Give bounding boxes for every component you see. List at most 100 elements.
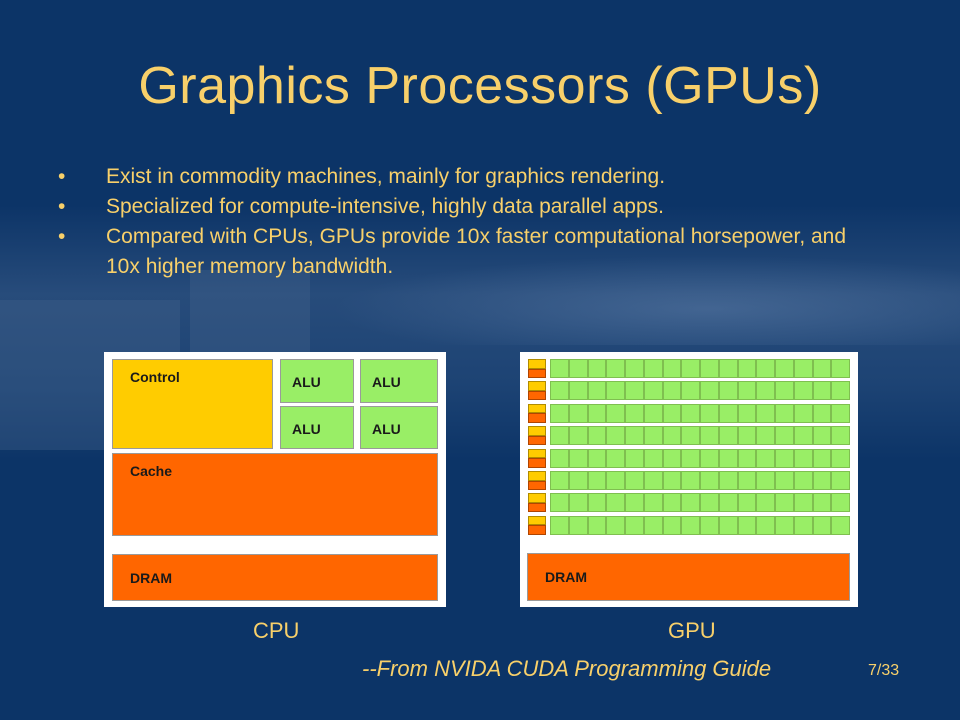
- gpu-alu-cell: [550, 448, 569, 468]
- cpu-caption: CPU: [253, 618, 300, 643]
- gpu-alu-cell: [793, 515, 813, 535]
- gpu-alu-cell: [643, 426, 663, 446]
- gpu-alu-cell: [793, 359, 813, 378]
- gpu-alu-cell: [662, 359, 682, 378]
- gpu-alu-cell: [643, 515, 663, 535]
- gpu-alu-cell: [775, 381, 794, 401]
- gpu-alu-cell: [700, 426, 719, 446]
- gpu-alu-cell: [681, 359, 700, 378]
- gpu-cache-block: [528, 480, 546, 490]
- gpu-alu-cell: [756, 403, 775, 423]
- gpu-alu-cell: [718, 471, 738, 490]
- gpu-alu-cell: [625, 359, 644, 378]
- gpu-alu-cell: [643, 403, 663, 423]
- gpu-alu-cell: [812, 359, 832, 378]
- gpu-alu-cell: [606, 493, 625, 513]
- bullet-text: Compared with CPUs, GPUs provide 10x fas…: [106, 225, 847, 278]
- bullet-item: • Specialized for compute-intensive, hig…: [58, 192, 878, 222]
- cpu-alu-block: ALU: [360, 359, 438, 403]
- gpu-alu-cell: [606, 471, 625, 490]
- gpu-alu-cell: [718, 403, 738, 423]
- gpu-alu-cell: [775, 448, 794, 468]
- gpu-alu-cell: [643, 381, 663, 401]
- gpu-alu-cell: [737, 426, 757, 446]
- gpu-alu-cell: [700, 403, 719, 423]
- bullet-text: Exist in commodity machines, mainly for …: [106, 165, 666, 188]
- gpu-alu-cell: [793, 448, 813, 468]
- gpu-alu-cell: [681, 381, 700, 401]
- gpu-alu-cell: [587, 493, 607, 513]
- gpu-alu-cell: [700, 471, 719, 490]
- gpu-cache-block: [528, 413, 546, 423]
- gpu-alu-cell: [643, 471, 663, 490]
- gpu-alu-cell: [718, 359, 738, 378]
- cpu-dram-block: DRAM: [112, 554, 438, 601]
- gpu-alu-cell: [793, 381, 813, 401]
- gpu-alu-cell: [775, 426, 794, 446]
- gpu-alu-cell: [662, 493, 682, 513]
- gpu-alu-cell: [568, 448, 588, 468]
- gpu-alu-cell: [812, 493, 832, 513]
- cpu-alu-block: ALU: [280, 359, 354, 403]
- bullet-list: • Exist in commodity machines, mainly fo…: [58, 162, 878, 282]
- gpu-alu-cell: [550, 426, 569, 446]
- cpu-cache-label: Cache: [130, 463, 173, 479]
- gpu-alu-cell: [812, 515, 832, 535]
- gpu-alu-cell: [775, 403, 794, 423]
- gpu-alu-cell: [550, 403, 569, 423]
- gpu-alu-cell: [700, 381, 719, 401]
- gpu-alu-cell: [625, 515, 644, 535]
- cpu-diagram: Control ALU ALU ALU ALU Cache DRAM: [104, 352, 446, 607]
- gpu-alu-cell: [568, 471, 588, 490]
- gpu-alu-cell: [681, 448, 700, 468]
- gpu-control-block: [528, 515, 546, 526]
- gpu-alu-cell: [812, 381, 832, 401]
- gpu-alu-cell: [756, 381, 775, 401]
- gpu-alu-cell: [587, 403, 607, 423]
- page-number: 7/33: [868, 662, 900, 679]
- gpu-alu-cell: [662, 448, 682, 468]
- gpu-alu-cell: [662, 381, 682, 401]
- gpu-alu-cell: [550, 493, 569, 513]
- gpu-cache-block: [528, 435, 546, 446]
- gpu-control-block: [528, 493, 546, 503]
- gpu-alu-cell: [700, 359, 719, 378]
- gpu-alu-cell: [737, 493, 757, 513]
- gpu-alu-cell: [587, 359, 607, 378]
- gpu-alu-cell: [718, 493, 738, 513]
- gpu-control-block: [528, 359, 546, 369]
- gpu-cache-block: [528, 458, 546, 468]
- cpu-cache-block: Cache: [112, 453, 438, 536]
- gpu-alu-cell: [587, 381, 607, 401]
- gpu-alu-cell: [681, 426, 700, 446]
- gpu-alu-cell: [793, 471, 813, 490]
- gpu-alu-cell: [662, 403, 682, 423]
- gpu-alu-cell: [718, 448, 738, 468]
- gpu-alu-cell: [812, 448, 832, 468]
- bullet-item: • Compared with CPUs, GPUs provide 10x f…: [58, 222, 878, 282]
- gpu-alu-cell: [550, 471, 569, 490]
- gpu-alu-cell: [775, 515, 794, 535]
- gpu-control-block: [528, 381, 546, 391]
- gpu-alu-cell: [625, 426, 644, 446]
- gpu-alu-cell: [568, 426, 588, 446]
- gpu-alu-cell: [756, 448, 775, 468]
- gpu-dram-label: DRAM: [545, 569, 587, 585]
- gpu-alu-cell: [812, 403, 832, 423]
- cpu-alu-block: ALU: [360, 406, 438, 449]
- gpu-diagram: DRAM: [520, 352, 858, 607]
- gpu-alu-cell: [643, 359, 663, 378]
- gpu-alu-cell: [587, 471, 607, 490]
- gpu-alu-cell: [718, 381, 738, 401]
- gpu-alu-cell: [550, 381, 569, 401]
- cpu-alu-block: ALU: [280, 406, 354, 449]
- gpu-alu-cell: [737, 471, 757, 490]
- gpu-control-block: [528, 471, 546, 481]
- gpu-alu-cell: [793, 403, 813, 423]
- gpu-alu-cell: [737, 381, 757, 401]
- gpu-alu-cell: [737, 515, 757, 535]
- gpu-cache-block: [528, 368, 546, 378]
- gpu-alu-cell: [831, 403, 850, 423]
- gpu-alu-cell: [756, 493, 775, 513]
- gpu-alu-cell: [662, 426, 682, 446]
